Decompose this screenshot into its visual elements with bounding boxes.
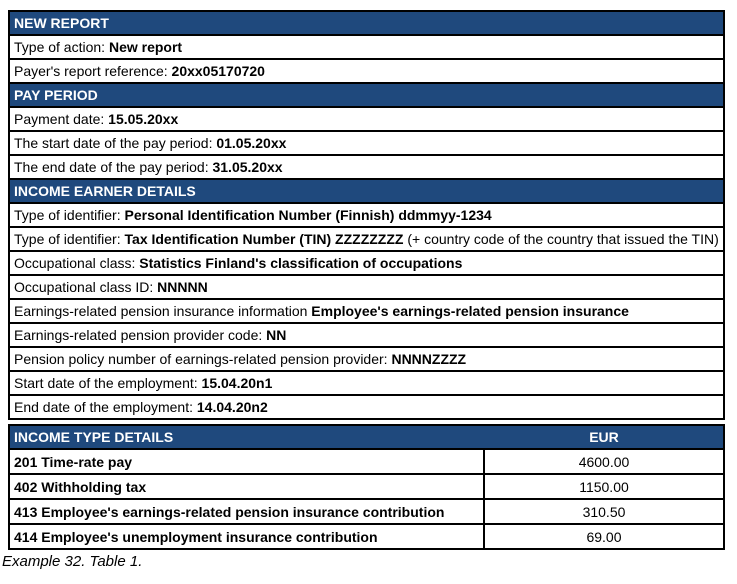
row-employment-start-date: Start date of the employment: 15.04.20n1 [10, 372, 723, 396]
field-value: 14.04.20n2 [196, 399, 268, 415]
row-payment-date: Payment date: 15.05.20xx [10, 108, 723, 132]
field-label: Payment date: [14, 111, 109, 127]
income-amount: 4600.00 [578, 454, 630, 470]
field-value: Personal Identification Number (Finnish)… [124, 207, 492, 223]
report-document: NEW REPORT Type of action: New report Pa… [2, 10, 725, 570]
income-item-label: 413 Employee's earnings-related pension … [10, 500, 485, 523]
field-label: The start date of the pay period: [14, 135, 217, 151]
field-value: NN [266, 327, 287, 343]
income-item-label: 402 Withholding tax [10, 475, 485, 498]
field-value: Tax Identification Number (TIN) ZZZZZZZZ [124, 231, 404, 247]
section-header-income-earner-details: INCOME EARNER DETAILS [10, 180, 723, 204]
report-table: NEW REPORT Type of action: New report Pa… [8, 10, 725, 420]
field-label: Occupational class: [14, 255, 140, 271]
table-caption: Example 32. Table 1. [2, 553, 143, 570]
income-item-label: 414 Employee's unemployment insurance co… [10, 525, 485, 548]
row-pay-period-start-date: The start date of the pay period: 01.05.… [10, 132, 723, 156]
field-value: NNNNZZZZ [391, 351, 467, 367]
field-value: 20xx05170720 [171, 63, 265, 79]
field-label: Occupational class ID: [14, 279, 158, 295]
income-row-402: 402 Withholding tax 1150.00 [10, 475, 723, 500]
row-pension-insurance-information: Earnings-related pension insurance infor… [10, 300, 723, 324]
field-value: Employee's earnings-related pension insu… [311, 303, 629, 319]
income-table-header: INCOME TYPE DETAILS EUR [10, 426, 723, 450]
field-label: Type of identifier: [14, 231, 125, 247]
income-type-table: INCOME TYPE DETAILS EUR 201 Time-rate pa… [8, 424, 725, 550]
field-value: 15.04.20n1 [201, 375, 273, 391]
field-value: 01.05.20xx [216, 135, 287, 151]
row-identifier-pin: Type of identifier: Personal Identificat… [10, 204, 723, 228]
eur-column-header: EUR [589, 429, 619, 445]
income-row-414: 414 Employee's unemployment insurance co… [10, 525, 723, 548]
section-title: INCOME EARNER DETAILS [14, 183, 196, 199]
field-label: End date of the employment: [14, 399, 197, 415]
income-row-201: 201 Time-rate pay 4600.00 [10, 450, 723, 475]
row-identifier-tin: Type of identifier: Tax Identification N… [10, 228, 723, 252]
field-label: Earnings-related pension insurance infor… [14, 303, 312, 319]
row-type-of-action: Type of action: New report [10, 36, 723, 60]
income-amount: 310.50 [582, 504, 626, 520]
row-payers-report-reference: Payer's report reference: 20xx05170720 [10, 60, 723, 84]
section-title: NEW REPORT [14, 15, 109, 31]
field-value: NNNNN [157, 279, 208, 295]
income-amount: 1150.00 [579, 479, 629, 495]
field-label: Earnings-related pension provider code: [14, 327, 267, 343]
field-label: Pension policy number of earnings-relate… [14, 351, 392, 367]
income-item-label: 201 Time-rate pay [10, 450, 485, 473]
row-employment-end-date: End date of the employment: 14.04.20n2 [10, 396, 723, 418]
row-occupational-class-id: Occupational class ID: NNNNN [10, 276, 723, 300]
income-amount: 69.00 [586, 529, 622, 545]
section-header-pay-period: PAY PERIOD [10, 84, 723, 108]
field-value: Statistics Finland's classification of o… [139, 255, 463, 271]
field-label: The end date of the pay period: [14, 159, 213, 175]
row-occupational-class: Occupational class: Statistics Finland's… [10, 252, 723, 276]
field-label: Type of action: [14, 39, 109, 55]
section-title: PAY PERIOD [14, 87, 98, 103]
field-value: 31.05.20xx [212, 159, 283, 175]
row-pension-provider-code: Earnings-related pension provider code: … [10, 324, 723, 348]
income-table-title: INCOME TYPE DETAILS [14, 429, 174, 445]
field-label: Payer's report reference: [14, 63, 172, 79]
field-value: New report [108, 39, 183, 55]
field-label: Start date of the employment: [14, 375, 202, 391]
section-header-new-report: NEW REPORT [10, 12, 723, 36]
field-label: Type of identifier: [14, 207, 125, 223]
field-value: 15.05.20xx [108, 111, 179, 127]
row-pay-period-end-date: The end date of the pay period: 31.05.20… [10, 156, 723, 180]
row-pension-policy-number: Pension policy number of earnings-relate… [10, 348, 723, 372]
income-row-413: 413 Employee's earnings-related pension … [10, 500, 723, 525]
field-suffix: (+ country code of the country that issu… [403, 231, 719, 247]
